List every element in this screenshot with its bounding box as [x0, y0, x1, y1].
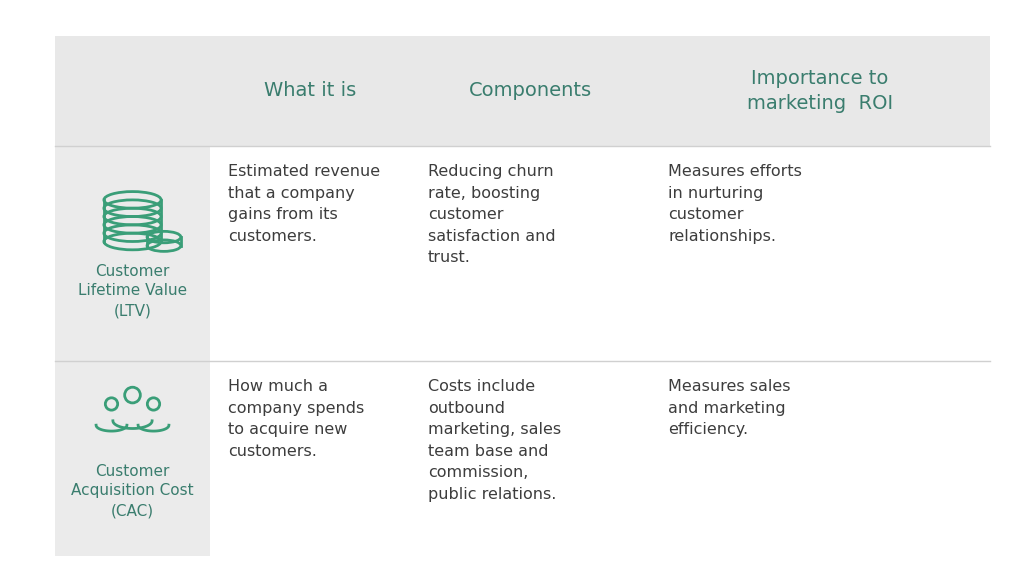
Text: Customer
Acquisition Cost
(CAC): Customer Acquisition Cost (CAC) — [72, 464, 194, 518]
Text: Measures efforts
in nurturing
customer
relationships.: Measures efforts in nurturing customer r… — [668, 164, 802, 244]
Text: Components: Components — [468, 81, 592, 100]
Text: Importance to
marketing  ROI: Importance to marketing ROI — [746, 69, 893, 113]
Text: Reducing churn
rate, boosting
customer
satisfaction and
trust.: Reducing churn rate, boosting customer s… — [428, 164, 556, 266]
Text: Costs include
outbound
marketing, sales
team base and
commission,
public relatio: Costs include outbound marketing, sales … — [428, 379, 561, 502]
Text: What it is: What it is — [264, 81, 356, 100]
FancyBboxPatch shape — [55, 36, 990, 146]
Text: How much a
company spends
to acquire new
customers.: How much a company spends to acquire new… — [228, 379, 365, 459]
FancyBboxPatch shape — [55, 146, 210, 556]
Text: Customer
Lifetime Value
(LTV): Customer Lifetime Value (LTV) — [78, 263, 187, 318]
Text: Estimated revenue
that a company
gains from its
customers.: Estimated revenue that a company gains f… — [228, 164, 380, 244]
Text: Measures sales
and marketing
efficiency.: Measures sales and marketing efficiency. — [668, 379, 791, 437]
